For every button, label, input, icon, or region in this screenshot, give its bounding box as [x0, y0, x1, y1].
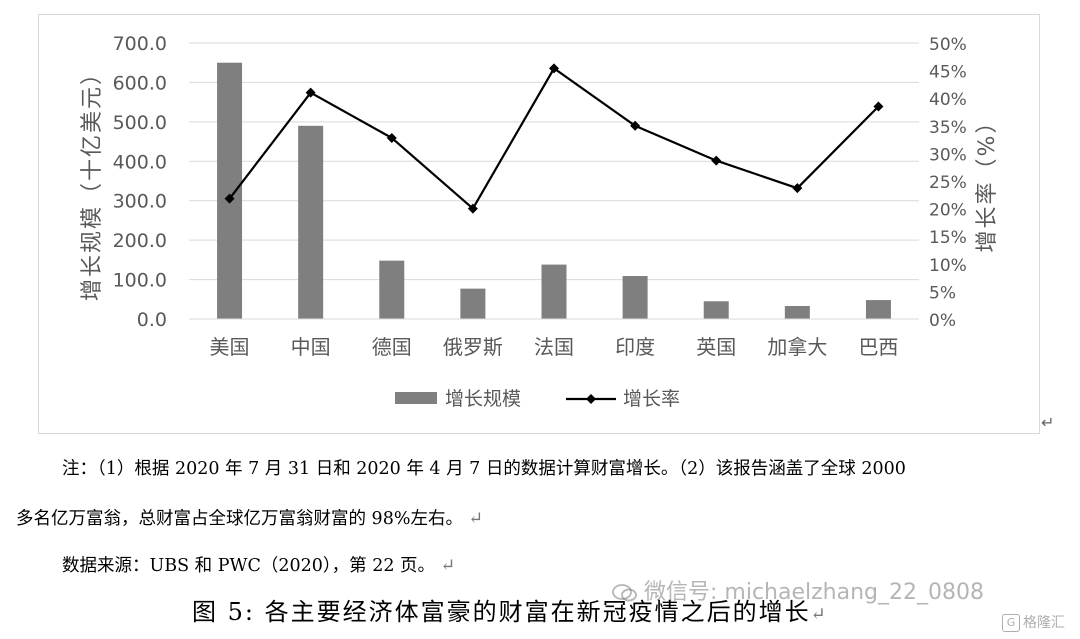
- note-text-1: 注：（1）根据 2020 年 7 月 31 日和 2020 年 4 月 7 日的…: [62, 459, 906, 479]
- bar: [703, 301, 729, 319]
- legend-label: 增长率: [623, 388, 680, 410]
- y-tick-label: 0.0: [137, 309, 167, 331]
- legend-label: 增长规模: [445, 388, 521, 410]
- chart-svg: 0.0 100.0 200.0 300.0 400.0 500.0 600.0 700.0 0%…: [80, 33, 1000, 410]
- y2-tick-label: 40%: [929, 90, 967, 110]
- line-point: [305, 87, 316, 98]
- y-tick-label: 300.0: [113, 191, 167, 213]
- bar: [217, 62, 243, 319]
- line-point: [549, 63, 559, 74]
- y-tick-label: 700.0: [113, 33, 167, 55]
- line-point: [630, 120, 641, 131]
- line-point: [386, 132, 397, 143]
- note-text-2: 多名亿万富翁，总财富占全球亿万富翁财富的 98%左右。: [16, 509, 463, 529]
- note-line-2: 多名亿万富翁，总财富占全球亿万富翁财富的 98%左右。 ↵: [16, 505, 483, 530]
- source-text: 数据来源：UBS 和 PWC（2020），第 22 页。: [62, 556, 436, 576]
- chart-frame: 0.0 100.0 200.0 300.0 400.0 500.0 600.0 700.0 0%…: [38, 14, 1054, 434]
- series-line: [228, 66, 880, 211]
- y2-tick-label: 30%: [929, 145, 967, 165]
- x-tick-label: 巴西: [858, 335, 898, 359]
- paragraph-mark: ↵: [440, 556, 456, 576]
- line-point: [467, 203, 478, 214]
- y-tick-label: 500.0: [113, 112, 167, 134]
- wechat-icon: [612, 584, 637, 602]
- site-logo: G 格隆汇: [1002, 612, 1065, 632]
- bar: [784, 305, 810, 319]
- y2-tick-label: 25%: [929, 173, 967, 193]
- paragraph-mark: ↵: [810, 604, 828, 625]
- line-point: [792, 183, 803, 194]
- watermark: 微信号: michaelzhang_22_0808: [612, 574, 984, 606]
- y-tick-label: 600.0: [113, 72, 167, 94]
- x-tick-label: 美国: [210, 335, 250, 359]
- logo-text: 格隆汇: [1023, 615, 1065, 631]
- caption-text: 图 5: 各主要经济体富豪的财富在新冠疫情之后的增长: [192, 598, 811, 626]
- y2-tick-label: 5%: [929, 283, 956, 303]
- x-tick-label: 法国: [534, 335, 574, 359]
- bar: [865, 300, 891, 319]
- line-point: [873, 101, 884, 112]
- y-tick-label: 400.0: [113, 151, 167, 173]
- y2-tick-label: 10%: [929, 256, 967, 276]
- legend-swatch-bar: [395, 392, 437, 404]
- logo-icon: G: [1002, 614, 1020, 632]
- y-tick-label: 200.0: [113, 230, 167, 252]
- paragraph-mark: ↵: [1041, 413, 1055, 432]
- y2-tick-label: 50%: [929, 35, 967, 55]
- legend-swatch-marker: [586, 394, 596, 404]
- bar: [460, 288, 486, 319]
- bar: [541, 264, 567, 319]
- bar: [622, 276, 648, 319]
- bar: [298, 125, 324, 319]
- y2-tick-label: 15%: [929, 228, 967, 248]
- line-point: [711, 155, 722, 166]
- y-axis-title: 增长规模（十亿美元）: [80, 61, 105, 301]
- x-tick-label: 德国: [372, 335, 412, 359]
- paragraph-mark: ↵: [468, 509, 484, 529]
- y2-tick-label: 0%: [929, 311, 956, 331]
- x-tick-label: 中国: [291, 335, 331, 359]
- figure-caption: 图 5: 各主要经济体富豪的财富在新冠疫情之后的增长↵: [192, 592, 828, 627]
- x-tick-label: 英国: [696, 335, 736, 359]
- line-point: [224, 193, 235, 204]
- y2-axis-title: 增长率（%）: [975, 110, 1000, 253]
- bar: [379, 260, 405, 319]
- x-tick-label: 加拿大: [767, 335, 827, 359]
- x-tick-label: 印度: [615, 335, 655, 359]
- watermark-text: 微信号: michaelzhang_22_0808: [644, 580, 984, 605]
- source-line: 数据来源：UBS 和 PWC（2020），第 22 页。 ↵: [62, 552, 455, 577]
- y2-tick-label: 35%: [929, 118, 967, 138]
- y2-tick-label: 45%: [929, 63, 967, 83]
- note-line-1: 注：（1）根据 2020 年 7 月 31 日和 2020 年 4 月 7 日的…: [62, 455, 906, 480]
- y-tick-label: 100.0: [113, 270, 167, 292]
- y2-tick-label: 20%: [929, 201, 967, 221]
- x-tick-label: 俄罗斯: [443, 335, 503, 359]
